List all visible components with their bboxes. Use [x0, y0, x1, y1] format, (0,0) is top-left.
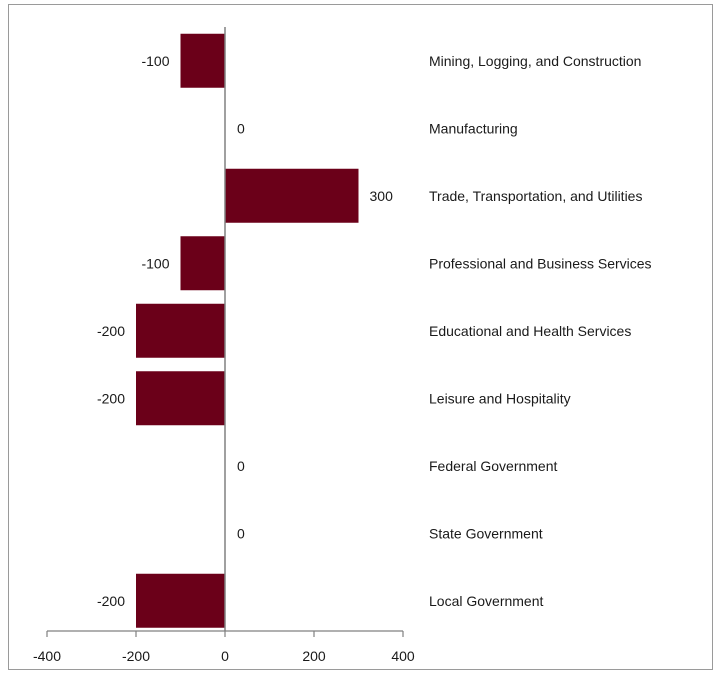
data-label: 0 — [237, 120, 245, 136]
category-label: Manufacturing — [429, 120, 518, 136]
bar — [136, 303, 225, 358]
category-label: Leisure and Hospitality — [429, 390, 571, 406]
data-label: 0 — [237, 458, 245, 474]
x-tick-label: -400 — [33, 648, 61, 664]
data-label: -200 — [97, 593, 125, 609]
bar — [225, 168, 359, 223]
category-label: Federal Government — [429, 458, 558, 474]
category-label: Professional and Business Services — [429, 255, 652, 271]
category-label: Educational and Health Services — [429, 323, 631, 339]
data-label: -100 — [141, 255, 169, 271]
bar — [136, 371, 225, 426]
category-label: State Government — [429, 525, 543, 541]
category-label: Trade, Transportation, and Utilities — [429, 188, 642, 204]
x-tick-label: 0 — [221, 648, 229, 664]
x-tick-label: -200 — [122, 648, 150, 664]
category-label: Mining, Logging, and Construction — [429, 53, 641, 69]
x-tick-label: 200 — [302, 648, 326, 664]
category-label: Local Government — [429, 593, 544, 609]
bar — [180, 236, 225, 291]
bar — [180, 33, 225, 88]
data-label: -200 — [97, 390, 125, 406]
data-label: 300 — [370, 188, 394, 204]
data-label: -200 — [97, 323, 125, 339]
x-tick-label: 400 — [391, 648, 415, 664]
bar — [136, 573, 225, 628]
data-label: 0 — [237, 525, 245, 541]
data-label: -100 — [141, 53, 169, 69]
chart-frame — [8, 4, 713, 670]
